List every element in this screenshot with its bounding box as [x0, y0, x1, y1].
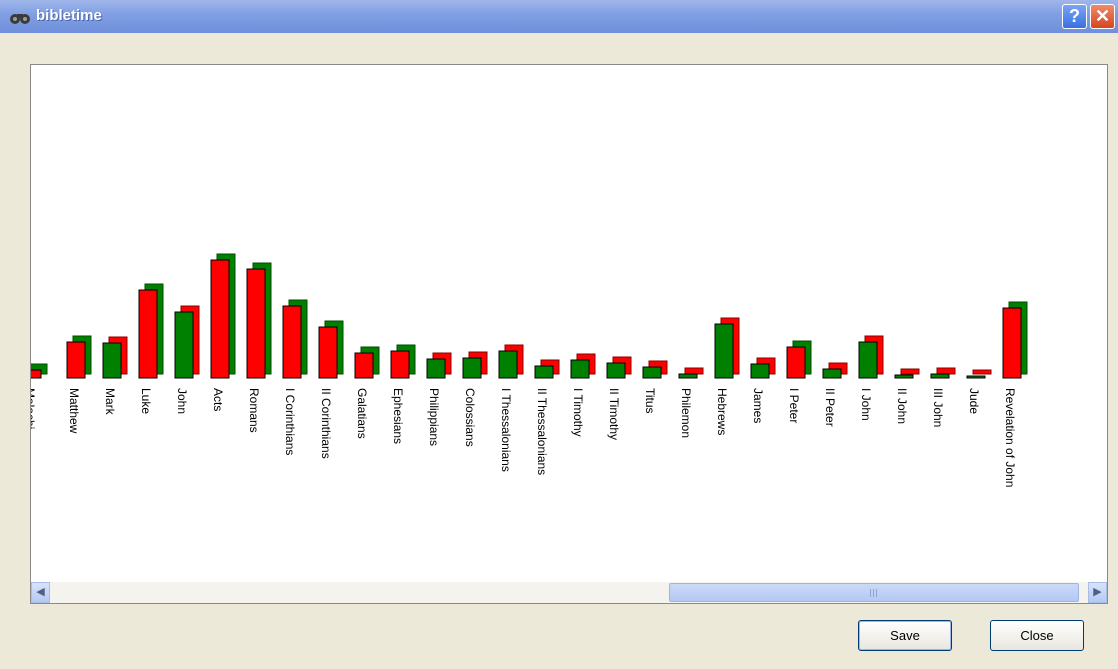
bar-9 — [354, 352, 374, 379]
x-tick-label: I Corinthians — [283, 388, 297, 455]
bar-2 — [102, 342, 122, 379]
x-tick-label: Luke — [139, 388, 153, 414]
bar-22 — [822, 368, 842, 379]
window-close-button[interactable]: ✕ — [1090, 4, 1115, 29]
bar-7 — [282, 305, 302, 379]
bar-27 — [1002, 307, 1022, 379]
x-tick-label: Romans — [247, 388, 261, 433]
bar-shadow-26 — [972, 369, 992, 375]
x-tick-label: Hebrews — [715, 388, 729, 435]
x-tick-label: Titus — [643, 388, 657, 414]
scroll-left-arrow-icon[interactable]: ◀ — [31, 582, 50, 603]
x-tick-label: Acts — [211, 388, 225, 411]
horizontal-scrollbar[interactable]: ◀ ▶ — [31, 582, 1107, 603]
scrollbar-grip-icon — [870, 589, 878, 597]
bar-10 — [390, 350, 410, 379]
save-button[interactable]: Save — [858, 620, 952, 651]
bar-13 — [498, 350, 518, 379]
x-tick-label: II Corinthians — [319, 388, 333, 459]
binoculars-icon — [10, 14, 30, 24]
x-tick-label: Galatians — [355, 388, 369, 439]
x-tick-label: Colossians — [463, 388, 477, 447]
x-tick-label: I Thessalonians — [499, 388, 513, 472]
bar-chart: Malachi Matthew Mark Luke John Acts Romans I Co… — [31, 253, 1028, 487]
x-tick-label: I Timothy — [571, 388, 585, 437]
x-tick-label: II Thessalonians — [535, 388, 549, 475]
x-tick-label: James — [751, 388, 765, 423]
bar-20 — [750, 363, 770, 379]
bar-14 — [534, 365, 554, 379]
x-tick-label: I Peter — [787, 388, 801, 423]
x-tick-label: Mark — [103, 388, 117, 416]
bar-26 — [966, 375, 986, 379]
x-tick-label: Jude — [967, 388, 981, 414]
x-tick-label: II John — [895, 388, 909, 424]
bar-shadow-24 — [900, 368, 920, 375]
x-tick-label: Malachi — [31, 388, 37, 429]
x-tick-label: Philippians — [427, 388, 441, 446]
x-tick-label: II Peter — [823, 388, 837, 427]
window-title: bibletime — [36, 7, 102, 24]
bar-4 — [174, 311, 194, 379]
scrollbar-thumb[interactable] — [669, 583, 1079, 602]
bar-6 — [246, 268, 266, 379]
bar-11 — [426, 358, 446, 379]
bar-8 — [318, 326, 338, 379]
scroll-right-arrow-icon[interactable]: ▶ — [1088, 582, 1107, 603]
x-tick-label: I John — [859, 388, 873, 421]
x-tick-label: Ephesians — [391, 388, 405, 444]
bar-24 — [894, 374, 914, 379]
close-button[interactable]: Close — [990, 620, 1084, 651]
x-tick-label: III John — [931, 388, 945, 427]
bar-18 — [678, 373, 698, 379]
bar-5 — [210, 259, 230, 379]
bar-16 — [606, 362, 626, 379]
bar-shadow-25 — [936, 367, 956, 375]
bar-15 — [570, 359, 590, 379]
bar-21 — [786, 346, 806, 379]
bar-0 — [31, 369, 42, 379]
x-tick-label: II Timothy — [607, 388, 621, 440]
help-button[interactable]: ? — [1062, 4, 1087, 29]
title-bar: bibletime ? ✕ — [0, 0, 1118, 33]
bar-23 — [858, 341, 878, 379]
x-tick-label: Philemon — [679, 388, 693, 438]
bar-1 — [66, 341, 86, 379]
bar-3 — [138, 289, 158, 379]
bar-shadow-18 — [684, 367, 704, 375]
chart-area: Malachi Matthew Mark Luke John Acts Romans I Co… — [30, 64, 1108, 604]
bar-17 — [642, 366, 662, 379]
bar-19 — [714, 323, 734, 379]
bar-12 — [462, 357, 482, 379]
x-tick-label: John — [175, 388, 189, 414]
bar-25 — [930, 373, 950, 379]
x-tick-label: Matthew — [67, 388, 81, 434]
x-tick-label: Revelation of John — [1003, 388, 1017, 487]
